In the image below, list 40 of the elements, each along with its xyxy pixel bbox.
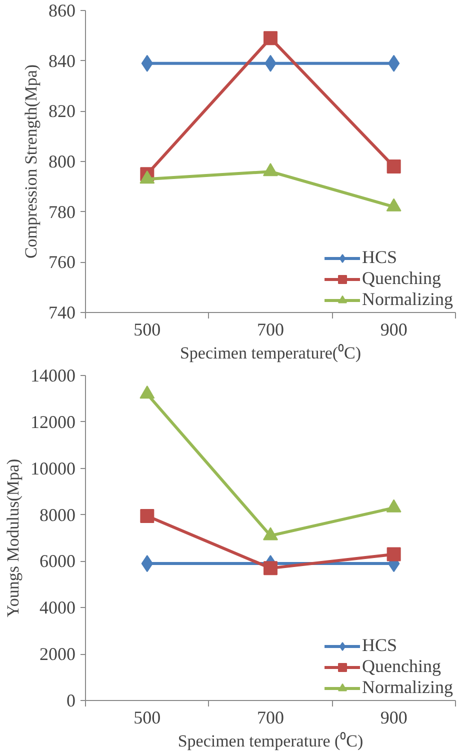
- point: [140, 385, 155, 399]
- point: [140, 170, 155, 184]
- point: [264, 31, 278, 46]
- legend-label: Quenching: [362, 268, 441, 289]
- y-axis-title: Youngs Modulus(Mpa): [4, 458, 22, 618]
- x-tick-label: 900: [380, 320, 408, 340]
- legend-label: HCS: [362, 635, 398, 656]
- y-tick-label: 12000: [30, 412, 76, 432]
- legend-label: HCS: [362, 247, 398, 268]
- x-axis-title: Specimen temperature(⁰C): [180, 344, 362, 362]
- point: [263, 162, 278, 176]
- x-tick-label: 500: [134, 708, 161, 728]
- point: [386, 198, 402, 212]
- x-tick-label: 500: [134, 320, 161, 340]
- y-tick-label: 0: [66, 690, 76, 710]
- x-axis-title: Specimen temperature (⁰C): [178, 732, 364, 750]
- point: [386, 547, 401, 562]
- y-tick-label: 860: [48, 0, 76, 20]
- point: [140, 508, 154, 523]
- x-tick-label: 700: [257, 708, 284, 728]
- y-tick-label: 740: [48, 302, 76, 322]
- y-tick-label: 10000: [30, 458, 76, 478]
- legend-label: Normalizing: [362, 289, 453, 310]
- y-axis-title: Compression Strength(Mpa): [22, 64, 40, 259]
- y-tick-label: 760: [48, 252, 76, 272]
- y-tick-label: 2000: [40, 644, 76, 664]
- x-tick-label: 900: [380, 708, 408, 728]
- legend-label: Quenching: [362, 656, 441, 677]
- y-tick-label: 6000: [40, 551, 76, 572]
- y-tick-label: 800: [48, 152, 76, 172]
- point: [386, 499, 402, 512]
- y-tick-label: 840: [48, 50, 76, 71]
- y-tick-label: 820: [48, 101, 76, 122]
- y-tick-label: 780: [48, 202, 76, 222]
- x-tick-label: 700: [257, 320, 284, 340]
- point: [264, 561, 278, 576]
- legend-label: Normalizing: [362, 677, 453, 698]
- y-tick-label: 4000: [40, 598, 76, 618]
- y-tick-label: 8000: [40, 504, 76, 525]
- y-tick-label: 14000: [30, 366, 76, 386]
